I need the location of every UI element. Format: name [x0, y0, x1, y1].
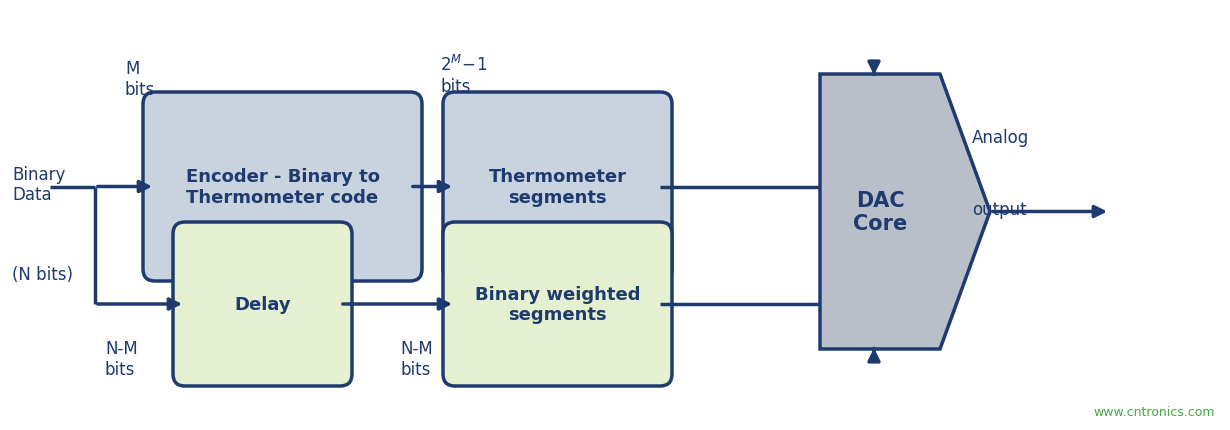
Text: www.cntronics.com: www.cntronics.com — [1093, 405, 1215, 418]
Text: Encoder - Binary to
Thermometer code: Encoder - Binary to Thermometer code — [186, 168, 380, 206]
FancyBboxPatch shape — [443, 93, 672, 281]
Text: N-M
bits: N-M bits — [400, 339, 433, 378]
FancyBboxPatch shape — [173, 222, 352, 386]
Text: N-M
bits: N-M bits — [105, 339, 138, 378]
Text: Delay: Delay — [234, 295, 290, 313]
Text: $2^M\!-\!1$
bits: $2^M\!-\!1$ bits — [440, 55, 487, 96]
Text: M
bits: M bits — [125, 60, 155, 98]
Text: Thermometer
segments: Thermometer segments — [488, 168, 626, 206]
Polygon shape — [820, 75, 990, 349]
Text: DAC
Core: DAC Core — [852, 190, 907, 233]
Text: Binary weighted
segments: Binary weighted segments — [475, 285, 641, 324]
Text: output: output — [972, 200, 1027, 218]
FancyBboxPatch shape — [143, 93, 422, 281]
Text: Analog: Analog — [972, 129, 1030, 147]
Text: (N bits): (N bits) — [12, 265, 73, 283]
FancyBboxPatch shape — [443, 222, 672, 386]
Text: Binary
Data: Binary Data — [12, 165, 65, 204]
